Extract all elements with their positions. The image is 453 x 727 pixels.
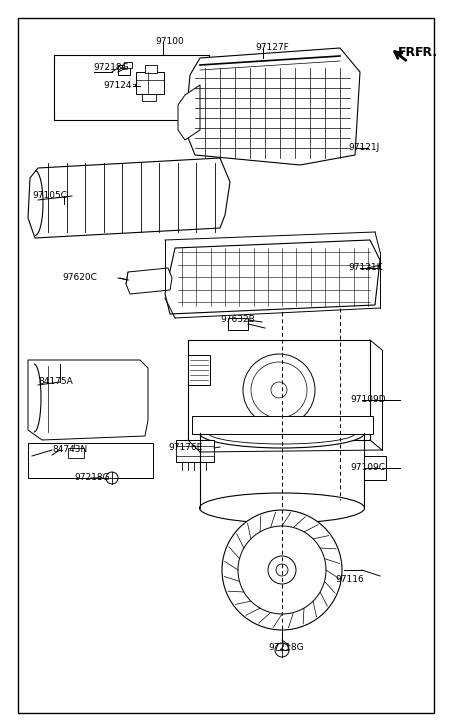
Text: 97109C: 97109C: [350, 464, 385, 473]
Bar: [364, 456, 386, 480]
Text: 97218G: 97218G: [93, 63, 129, 73]
Circle shape: [251, 362, 307, 418]
Circle shape: [271, 382, 287, 398]
Text: FR.: FR.: [398, 46, 421, 58]
Text: 97124: 97124: [103, 81, 131, 90]
Text: 97100: 97100: [155, 38, 184, 47]
Polygon shape: [185, 48, 360, 165]
Bar: [176, 446, 214, 456]
Bar: [188, 340, 370, 440]
Polygon shape: [165, 240, 380, 314]
Circle shape: [268, 556, 296, 584]
Text: 97218G: 97218G: [74, 473, 110, 483]
Polygon shape: [126, 268, 172, 294]
Bar: [176, 440, 214, 462]
Text: 97127F: 97127F: [255, 44, 289, 52]
Bar: [188, 355, 210, 385]
Bar: [228, 318, 248, 330]
Ellipse shape: [199, 493, 365, 523]
Bar: [28, 443, 153, 478]
Circle shape: [243, 354, 315, 426]
Bar: [54, 55, 209, 120]
Bar: [68, 448, 84, 458]
Text: 97176E: 97176E: [168, 443, 202, 452]
Circle shape: [275, 643, 289, 657]
Text: 97218G: 97218G: [268, 643, 304, 653]
Polygon shape: [28, 360, 148, 440]
Bar: [124, 62, 132, 68]
Text: 97632B: 97632B: [220, 316, 255, 324]
Text: 97121K: 97121K: [348, 263, 382, 273]
Circle shape: [238, 526, 326, 614]
Text: FR.: FR.: [415, 46, 438, 58]
Text: 84743N: 84743N: [52, 446, 87, 454]
Text: 84175A: 84175A: [38, 377, 73, 387]
Text: 97121J: 97121J: [348, 143, 379, 153]
Bar: [192, 416, 373, 434]
Circle shape: [276, 564, 288, 576]
Text: 97116: 97116: [335, 576, 364, 585]
Circle shape: [106, 472, 118, 484]
Ellipse shape: [208, 422, 356, 444]
Circle shape: [222, 510, 342, 630]
Polygon shape: [28, 158, 230, 238]
Bar: [136, 72, 164, 94]
Bar: [145, 65, 157, 73]
Text: 97105C: 97105C: [32, 191, 67, 201]
Polygon shape: [178, 85, 200, 140]
Bar: [118, 65, 130, 75]
Bar: [142, 94, 156, 101]
Text: 97109D: 97109D: [350, 395, 386, 404]
Text: 97620C: 97620C: [62, 273, 97, 283]
Ellipse shape: [199, 418, 365, 448]
